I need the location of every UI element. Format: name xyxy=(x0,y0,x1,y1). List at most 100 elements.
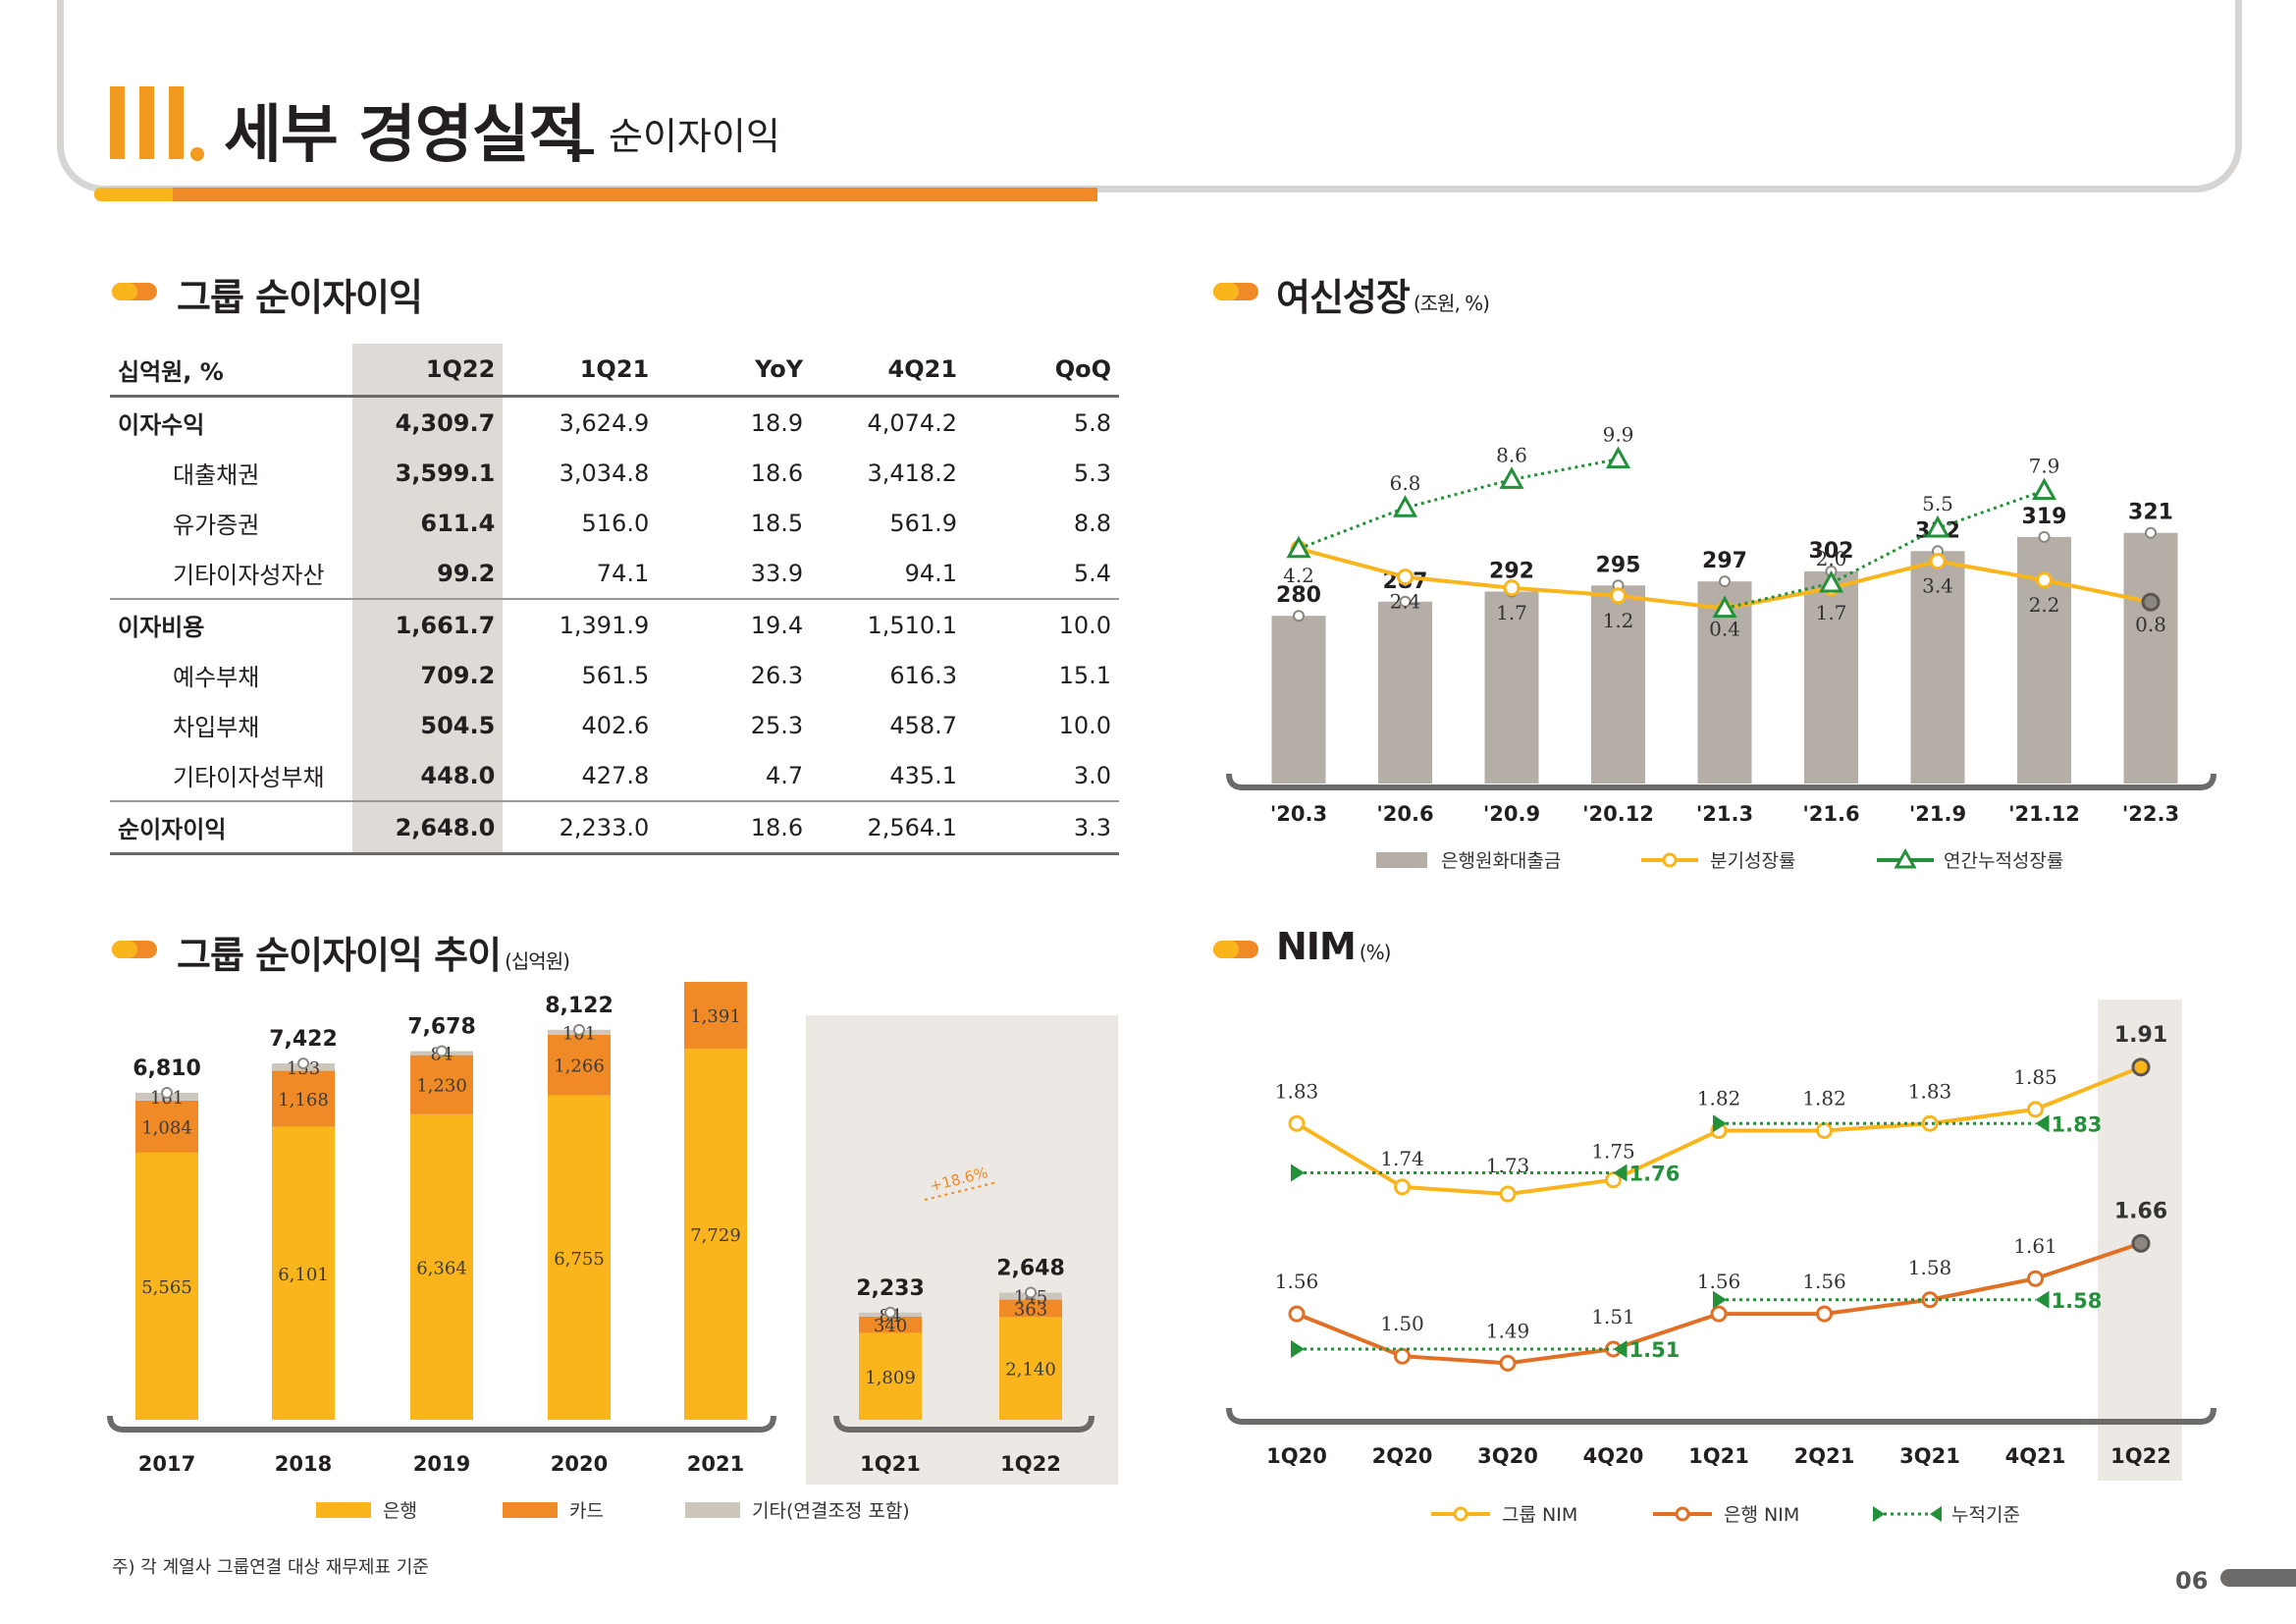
table-header: 1Q21 xyxy=(503,344,658,398)
table-cell: 1,661.7 xyxy=(352,599,504,650)
bar-top-marker xyxy=(297,1057,309,1070)
nim-point xyxy=(1288,1114,1306,1132)
x-tick-label: 4Q21 xyxy=(2005,1444,2066,1468)
cumulative-start-marker xyxy=(1713,1290,1727,1309)
row-label: 예수부채 xyxy=(173,664,260,691)
quarterly-growth-label: 4.2 xyxy=(1283,564,1314,587)
stacked-bar-segment xyxy=(859,1332,922,1420)
table-cell: 4,074.2 xyxy=(867,408,958,437)
stacked-bar-segment xyxy=(410,1055,473,1114)
nim-value-label: 1.85 xyxy=(2013,1065,2057,1089)
table-row: 이자비용 1,661.7 1,391.9 19.4 1,510.1 10.0 xyxy=(110,599,1119,650)
table-cell: 18.5 xyxy=(750,509,804,537)
trend-unit: (십억원) xyxy=(505,949,570,973)
x-tick-label: 4Q20 xyxy=(1583,1444,1644,1468)
cumulative-growth-label: 5.5 xyxy=(1922,492,1953,515)
header-accent-bar xyxy=(94,188,1097,201)
nim-value-label: 1.83 xyxy=(1275,1079,1319,1103)
cumulative-growth-label: 9.9 xyxy=(1603,423,1634,447)
chart-baseline xyxy=(107,1415,776,1433)
nim-unit: (%) xyxy=(1359,941,1392,964)
table-cell: 3.3 xyxy=(965,801,1119,855)
nim-value-label: 1.73 xyxy=(1486,1154,1530,1177)
x-tick-label: '20.6 xyxy=(1376,802,1433,826)
x-tick-label: '21.9 xyxy=(1909,802,1966,826)
table-cell: 3,034.8 xyxy=(559,459,650,487)
bar-value-label: 297 xyxy=(1702,549,1747,573)
segment-value-label: 6,101 xyxy=(278,1265,329,1285)
nim-point xyxy=(1921,1114,1939,1132)
table-cell: 504.5 xyxy=(352,700,504,750)
table-header: 4Q21 xyxy=(811,344,966,398)
table-cell: 5.4 xyxy=(965,548,1119,600)
chart-baseline xyxy=(833,1415,1095,1433)
nim-value-label: 1.56 xyxy=(1275,1270,1319,1293)
cumulative-growth-point xyxy=(1286,535,1311,559)
cumulative-start-marker xyxy=(1713,1114,1727,1133)
stacked-bar-segment xyxy=(999,1317,1062,1420)
bar-top-marker xyxy=(2145,526,2157,539)
table-cell: 3,599.1 xyxy=(352,448,504,498)
nim-value-label: 1.51 xyxy=(1591,1305,1635,1328)
table-row: 대출채권 3,599.1 3,034.8 18.6 3,418.2 5.3 xyxy=(110,448,1119,498)
nim-value-label: 1.56 xyxy=(1802,1270,1846,1293)
legend-label: 은행 NIM xyxy=(1724,1504,1799,1526)
section-marker-icon xyxy=(1213,941,1258,958)
x-tick-label: '21.3 xyxy=(1696,802,1753,826)
bar-top-marker xyxy=(1293,610,1305,623)
bar-total-label: 8,122 xyxy=(545,994,614,1018)
x-tick-label: 3Q20 xyxy=(1477,1444,1538,1468)
x-tick-label: 1Q21 xyxy=(1688,1444,1749,1468)
x-tick-label: 1Q20 xyxy=(1266,1444,1327,1468)
quarterly-growth-point xyxy=(2036,571,2053,589)
table-cell: 10.0 xyxy=(1058,711,1111,739)
segment-value-label: 1,168 xyxy=(278,1090,329,1110)
table-cell: 94.1 xyxy=(811,548,966,600)
loan-unit: (조원, %) xyxy=(1413,292,1490,315)
loan-bar xyxy=(1591,585,1645,784)
table-cell: 402.6 xyxy=(581,711,650,739)
segment-value-label: 6,755 xyxy=(554,1249,605,1270)
legend-label: 카드 xyxy=(569,1500,604,1522)
bar-top-marker xyxy=(884,1306,896,1319)
nim-point xyxy=(1394,1178,1411,1196)
cumulative-growth-point xyxy=(1605,446,1631,469)
bar-value-label: 280 xyxy=(1276,583,1321,608)
table-row: 예수부채 709.2 561.5 26.3 616.3 15.1 xyxy=(110,650,1119,700)
table-cell: 3.0 xyxy=(965,750,1119,802)
nim-title-text: NIM xyxy=(1276,925,1357,968)
segment-value-label: 7,729 xyxy=(690,1225,741,1246)
segment-value-label: 363 xyxy=(1014,1299,1047,1320)
bar-top-marker xyxy=(1399,595,1412,608)
stacked-bar-segment xyxy=(548,1034,611,1096)
title-separator: _ xyxy=(567,92,594,154)
roman-dot-icon xyxy=(190,147,204,161)
nim-point xyxy=(1921,1291,1939,1309)
yoy-growth-arrow xyxy=(924,1181,998,1201)
quarterly-growth-label: 2.2 xyxy=(2029,593,2060,617)
nim-value-label: 1.91 xyxy=(2114,1023,2167,1048)
quarterly-growth-point xyxy=(1397,568,1414,586)
table-header: QoQ xyxy=(965,344,1119,398)
row-label: 대출채권 xyxy=(173,461,260,489)
nii-table: 십억원, % 1Q22 1Q21 YoY 4Q21 QoQ 이자수익 4,309.… xyxy=(110,344,1119,855)
quarterly-growth-point xyxy=(2141,592,2161,612)
cumulative-end-marker xyxy=(2035,1114,2050,1133)
table-cell: 448.0 xyxy=(352,750,504,802)
cumulative-growth-point xyxy=(1499,466,1524,489)
chart-baseline xyxy=(1226,773,2216,790)
quarterly-growth-label: 2.4 xyxy=(1390,590,1421,614)
table-header: 십억원, % xyxy=(110,344,353,398)
nii-trend-chart: 5,5651,0841616,81020176,1011,1681537,422… xyxy=(107,982,1118,1522)
x-tick-label: 2021 xyxy=(687,1452,744,1476)
legend-marker-icon xyxy=(1662,852,1678,868)
nim-value-label: 1.58 xyxy=(1908,1256,1952,1279)
table-cell: 18.6 xyxy=(657,801,812,855)
table-row: 기타이자성자산 99.2 74.1 33.9 94.1 5.4 xyxy=(110,548,1119,600)
roman-numeral-mark xyxy=(110,86,187,159)
table-cell: 4.7 xyxy=(657,750,812,802)
x-tick-label: '21.6 xyxy=(1802,802,1859,826)
legend-label: 기타(연결조정 포함) xyxy=(752,1500,910,1522)
chart-baseline xyxy=(1226,1407,2216,1425)
stacked-bar-segment xyxy=(684,1049,747,1420)
